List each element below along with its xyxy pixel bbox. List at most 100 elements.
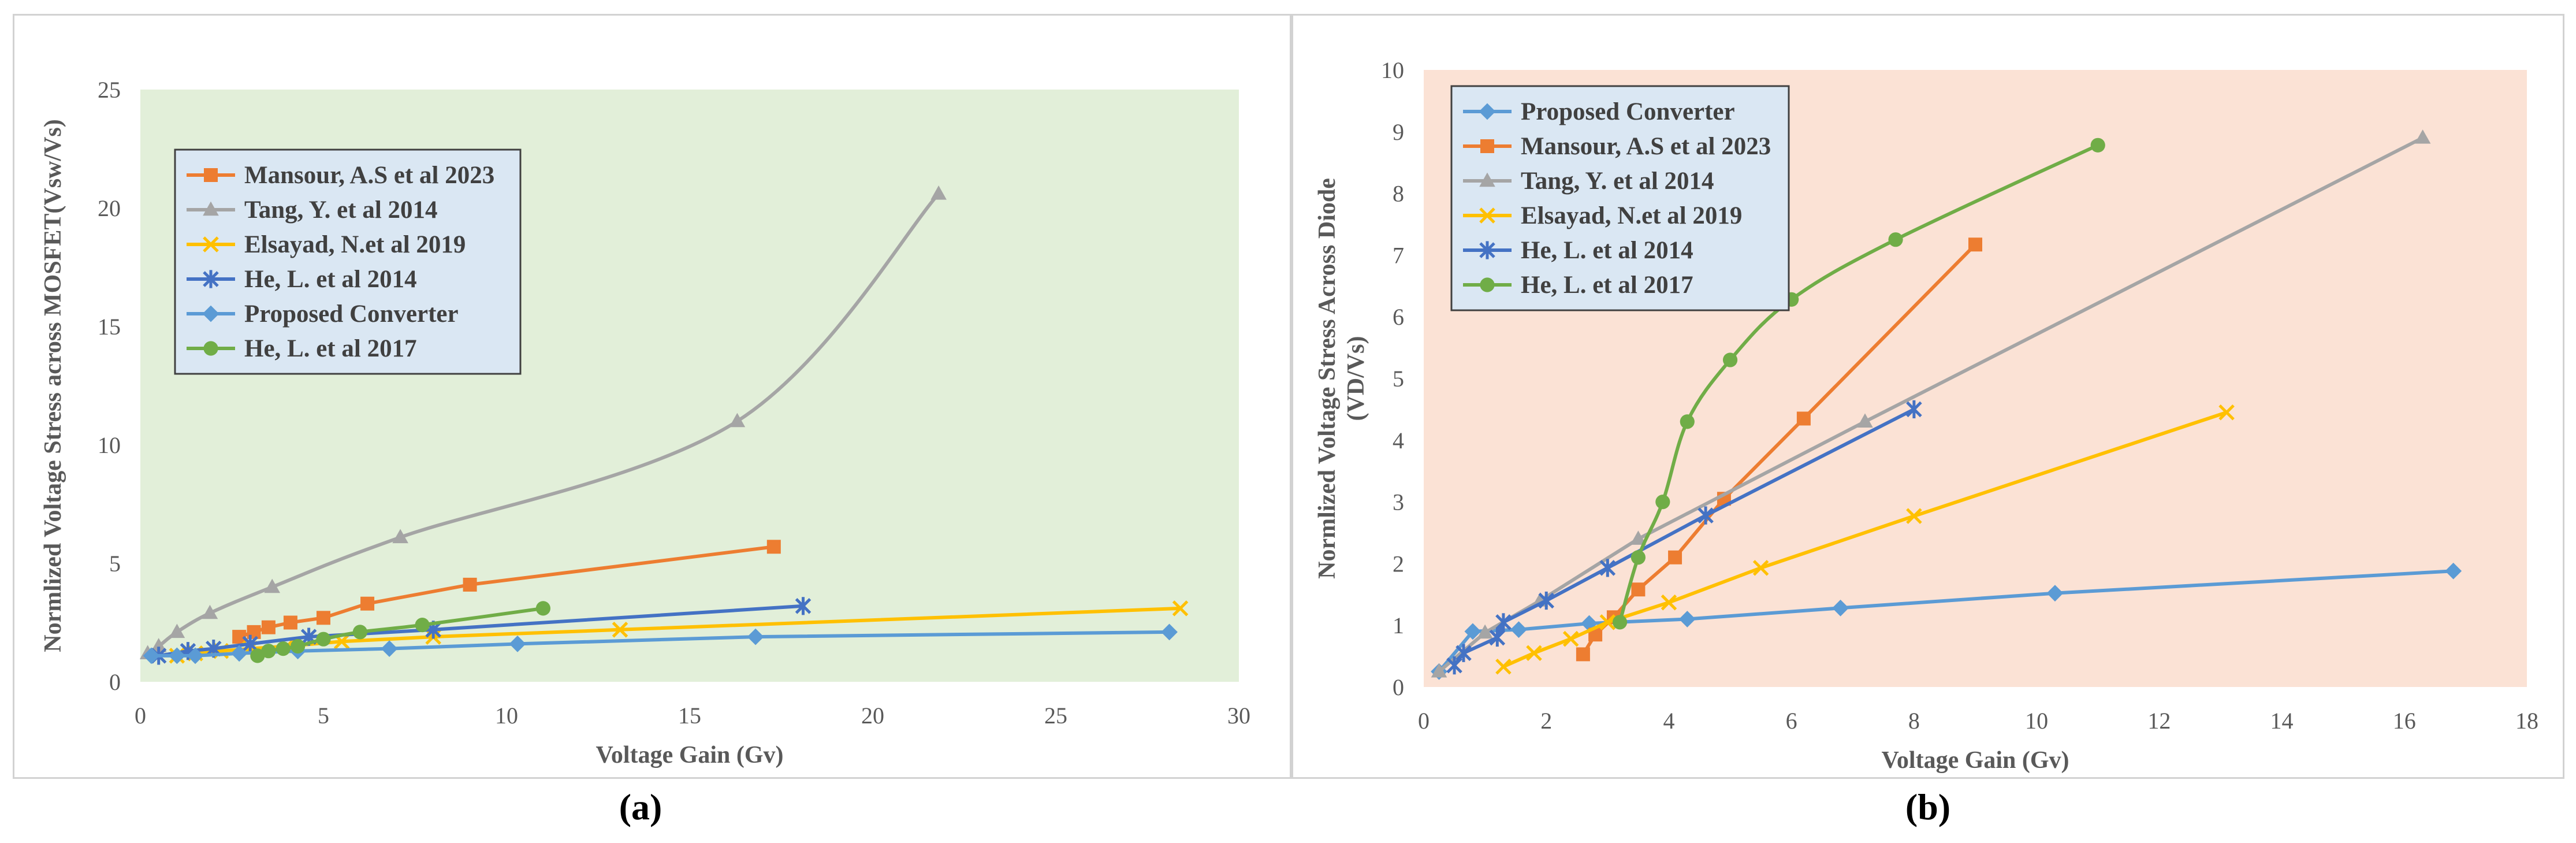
data-point — [509, 636, 526, 652]
legend-marker — [203, 236, 219, 252]
x-tick-label: 30 — [1227, 703, 1250, 729]
y-tick-label: 10 — [98, 432, 121, 458]
legend-marker — [1479, 103, 1496, 120]
x-tick-label: 15 — [678, 703, 701, 729]
data-point — [1888, 232, 1903, 247]
y-tick-label: 25 — [98, 77, 121, 103]
chart-a-svg: 0 5 10 15 20 25 30 0 5 10 15 20 25 Voltage Gain (Gv) N… — [40, 77, 1250, 768]
chart-panel-a: 0 5 10 15 20 25 30 0 5 10 15 20 25 Voltage Gain (Gv) N… — [13, 14, 1291, 779]
y-axis-title: Normlized Voltage Stress across MOSFET(V… — [40, 119, 66, 652]
x-tick-label: 14 — [2270, 708, 2294, 734]
data-point — [1510, 621, 1527, 638]
data-point — [1477, 624, 1493, 639]
legend-item: Proposed Converter — [187, 300, 459, 328]
data-point — [1172, 600, 1189, 617]
data-point — [360, 596, 375, 611]
legend-label: Elsayad, N.et al 2019 — [244, 231, 466, 258]
figure-caption-b: (b) — [1905, 786, 1951, 827]
legend-item: He, L. et al 2017 — [187, 335, 417, 362]
data-point — [1630, 530, 1647, 545]
data-point — [1599, 559, 1616, 577]
data-point — [276, 641, 291, 656]
data-point — [242, 634, 258, 653]
x-tick-label: 25 — [1044, 703, 1067, 729]
legend-label: Elsayad, N.et al 2019 — [1521, 202, 1742, 229]
y-tick-label: 6 — [1393, 304, 1404, 330]
data-point — [2414, 129, 2431, 144]
data-point — [1431, 663, 1447, 678]
data-point — [766, 540, 781, 554]
data-point — [2090, 138, 2105, 153]
data-point — [2445, 562, 2462, 580]
x-axis-title: Voltage Gain (Gv) — [1881, 747, 2069, 774]
series-line — [1453, 407, 1915, 667]
legend: Proposed Converter Mansour, A.S et al 202… — [1450, 85, 1790, 311]
series-mansour-a-s-et-al-2023 — [232, 540, 781, 644]
y-tick-label: 2 — [1393, 551, 1404, 577]
data-point — [1678, 611, 1696, 627]
data-point — [1698, 506, 1714, 525]
data-point — [2218, 404, 2235, 421]
legend-item: Elsayad, N.et al 2019 — [1463, 202, 1742, 229]
data-point — [1495, 613, 1512, 632]
data-point — [169, 647, 185, 664]
y-tick-label: 0 — [1393, 674, 1404, 700]
legend-label: Tang, Y. et al 2014 — [244, 196, 438, 224]
x-tick-label: 10 — [2025, 708, 2048, 734]
data-point — [1796, 411, 1811, 426]
data-point — [1722, 352, 1738, 367]
x-tick-label: 18 — [2515, 708, 2538, 734]
data-point — [1668, 550, 1682, 565]
legend-item: He, L. et al 2014 — [187, 266, 417, 293]
data-point — [187, 647, 204, 664]
data-point — [202, 604, 218, 619]
data-point — [143, 647, 160, 664]
data-point — [317, 611, 330, 625]
data-point — [1661, 594, 1677, 611]
legend-marker — [203, 270, 219, 288]
data-point — [1752, 560, 1769, 576]
y-axis-title-line2: (VD/Vs) — [1343, 336, 1369, 421]
legend-label: He, L. et al 2017 — [1521, 272, 1693, 299]
series-elsayad-n-et-al-2019 — [1495, 404, 2235, 675]
legend-item: Elsayad, N.et al 2019 — [187, 231, 466, 258]
data-point — [291, 638, 306, 654]
data-point — [1968, 237, 1982, 252]
legend-marker — [203, 341, 218, 356]
data-point — [230, 645, 248, 662]
y-tick-label: 5 — [109, 551, 121, 577]
legend-marker — [1480, 277, 1495, 292]
legend-item: He, L. et al 2017 — [1463, 272, 1693, 299]
legend-marker — [1479, 172, 1495, 187]
y-tick-label: 10 — [1381, 57, 1404, 83]
legend-label: He, L. et al 2017 — [244, 335, 417, 362]
data-point — [352, 625, 368, 640]
data-point — [1161, 623, 1178, 641]
x-tick-label: 16 — [2393, 708, 2416, 734]
data-point — [612, 622, 628, 638]
series-he-l-et-al-2017 — [250, 601, 551, 663]
legend-marker — [203, 201, 219, 216]
data-point — [1576, 647, 1590, 662]
y-tick-label: 3 — [1393, 489, 1404, 515]
data-point — [1489, 628, 1506, 647]
data-point — [1455, 644, 1472, 662]
chart-panel-b: 0 2 4 6 8 10 12 14 16 18 0 1 2 3 4 5 6 7 8 9 10 Voltage Gain … — [1291, 14, 2564, 779]
legend-item: Tang, Y. et al 2014 — [187, 196, 438, 224]
data-point — [747, 628, 764, 645]
y-tick-label: 9 — [1393, 119, 1404, 145]
series-he-l-et-al-2014 — [1446, 400, 1922, 675]
y-tick-label: 7 — [1393, 242, 1404, 268]
data-point — [1655, 495, 1670, 510]
legend-marker — [1479, 241, 1495, 259]
legend-item: Tang, Y. et al 2014 — [1463, 168, 1714, 195]
x-tick-label: 5 — [318, 703, 329, 729]
data-point — [1680, 414, 1695, 429]
data-point — [1906, 508, 1922, 524]
legend-label: Proposed Converter — [1521, 98, 1735, 125]
data-point — [1599, 614, 1616, 630]
legend-label: He, L. et al 2014 — [1521, 237, 1693, 264]
data-point — [250, 648, 265, 663]
data-point — [1906, 400, 1922, 418]
